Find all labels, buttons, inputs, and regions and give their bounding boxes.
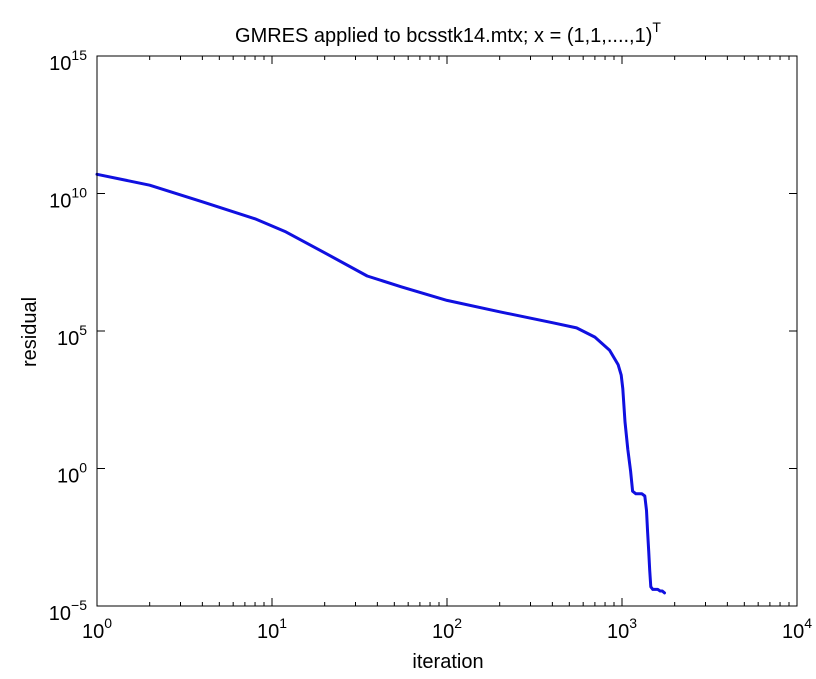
y-axis-label: residual <box>19 297 41 367</box>
axes-frame <box>96 55 798 607</box>
plot-border <box>96 55 798 607</box>
plot-area <box>95 172 666 595</box>
y-tick-label: 1015 <box>49 47 87 75</box>
chart-title-superscript: T <box>652 19 661 35</box>
x-tick-label: 104 <box>782 615 812 643</box>
y-tick-label: 10−5 <box>49 597 87 625</box>
chart-title: GMRES applied to bcsstk14.mtx; x = (1,1,… <box>235 19 661 47</box>
x-tick-label: 102 <box>432 615 462 643</box>
x-tick-label: 101 <box>257 615 287 643</box>
chart-title-text: GMRES applied to bcsstk14.mtx; x = (1,1,… <box>235 25 652 47</box>
y-tick-label: 100 <box>57 460 87 488</box>
x-tick-label: 103 <box>607 615 637 643</box>
y-tick-label: 1010 <box>49 185 87 213</box>
x-axis-label: iteration <box>412 651 483 673</box>
residual-series-line <box>95 172 666 595</box>
plot-background <box>97 56 797 606</box>
y-tick-label: 105 <box>57 322 87 350</box>
x-tick-label: 100 <box>82 615 112 643</box>
